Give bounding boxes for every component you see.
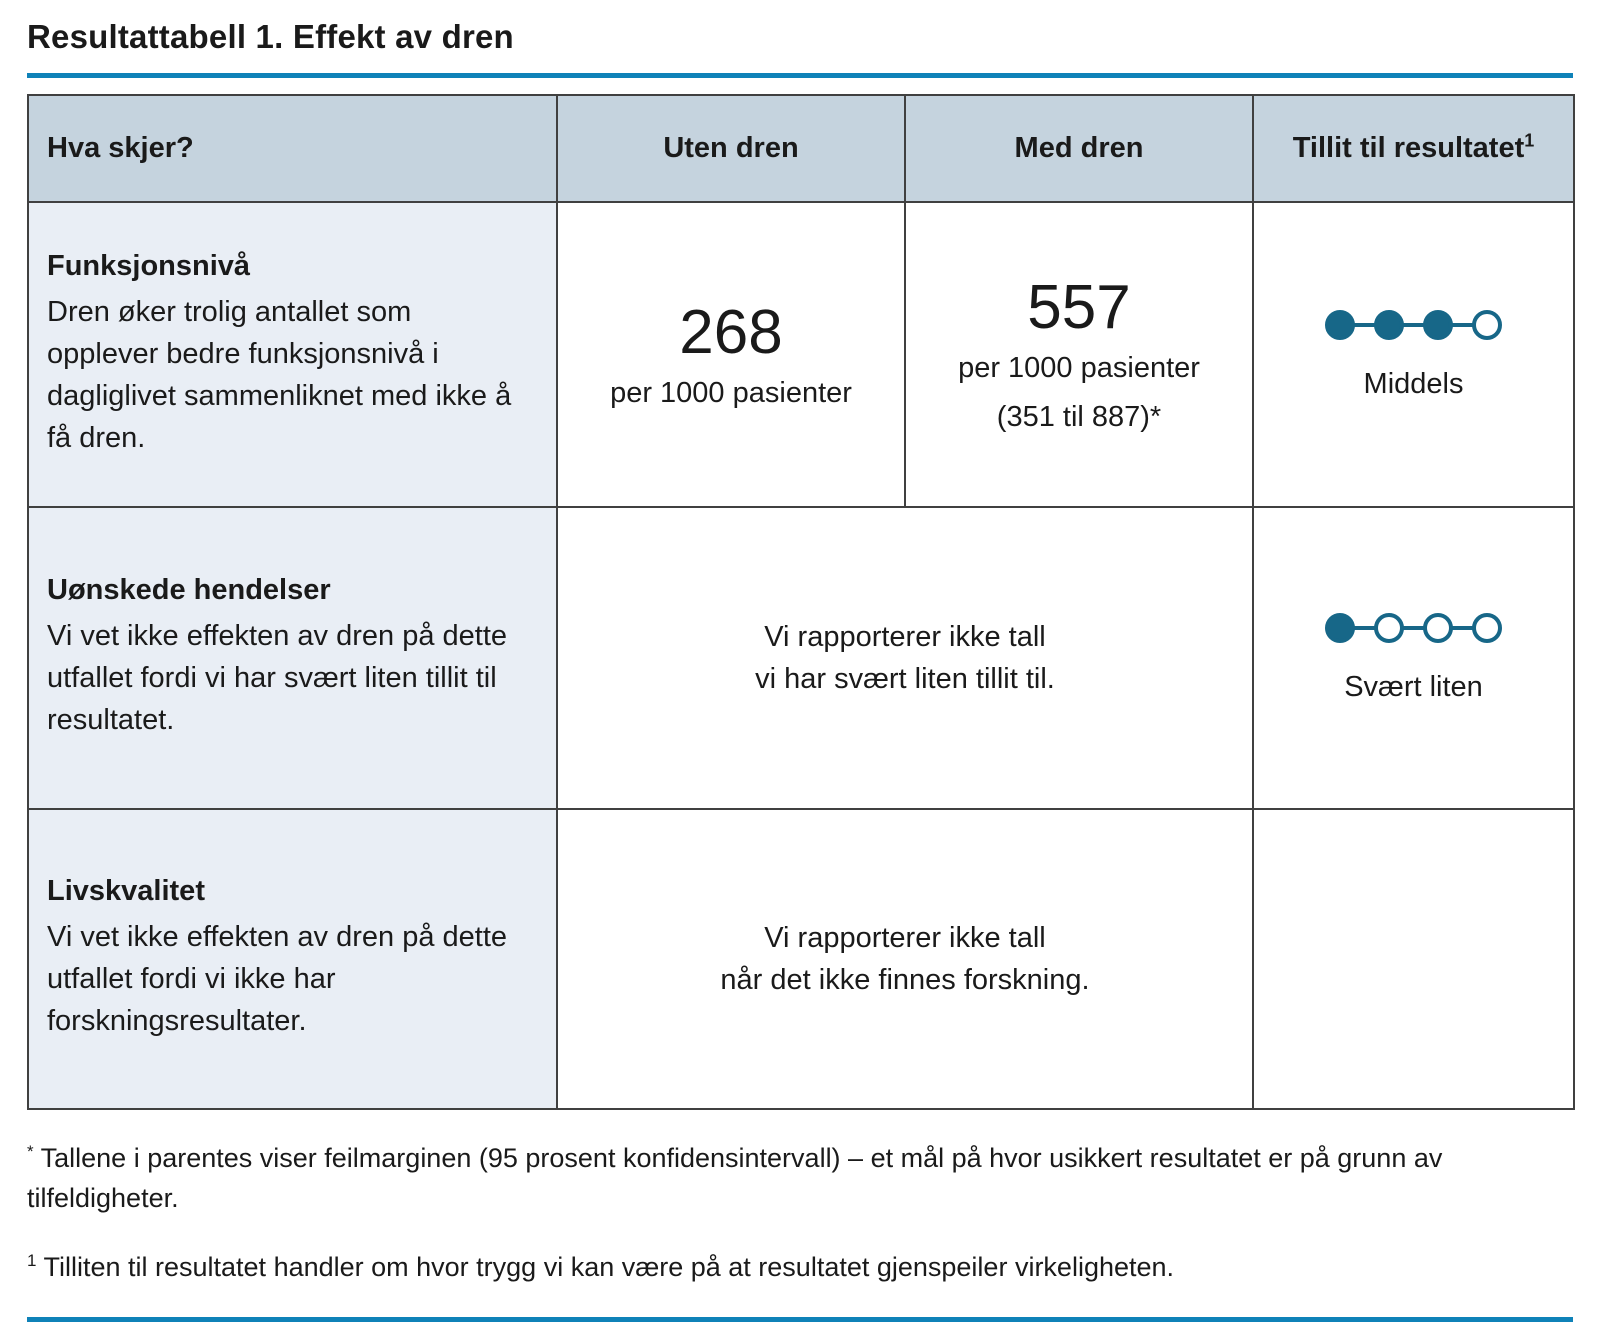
without-drain-value: 268 [679, 297, 783, 367]
with-drain-confidence-interval: (351 til 887)* [996, 401, 1162, 434]
outcome-cell-livskvalitet: Livskvalitet Vi vet ikke effekten av dre… [27, 807, 558, 1110]
confidence-level-label: Svært liten [1344, 671, 1483, 704]
confidence-dots-3-of-4-icon [1254, 308, 1573, 342]
no-numbers-note-cell: Vi rapporterer ikke tall vi har svært li… [556, 505, 1254, 810]
header-row: Hva skjer? Uten dren Med dren Tillit til… [27, 93, 1575, 203]
header-without-drain: Uten dren [556, 93, 906, 203]
outcome-description: Vi vet ikke effekten av dren på dette ut… [47, 620, 508, 737]
footnote-asterisk: * Tallene i parentes viser feilmarginen … [27, 1138, 1573, 1219]
footnote-one: 1 Tilliten til resultatet handler om hvo… [27, 1247, 1573, 1288]
confidence-cell-funksjonsniva: Middels [1252, 200, 1575, 508]
header-outcome: Hva skjer? [27, 93, 558, 203]
outcome-title: Uønskede hendelser [47, 574, 331, 607]
header-confidence: Tillit til resultatet1 [1252, 93, 1575, 203]
outcome-cell-uonskede-hendelser: Uønskede hendelser Vi vet ikke effekten … [27, 505, 558, 810]
confidence-cell-uonskede-hendelser: Svært liten [1252, 505, 1575, 810]
outcome-title: Livskvalitet [47, 875, 205, 908]
page-title-label: Resultattabell 1. [27, 18, 284, 55]
outcome-cell-funksjonsniva: Funksjonsnivå Dren øker trolig antallet … [27, 200, 558, 508]
outcome-description: Vi vet ikke effekten av dren på dette ut… [47, 921, 508, 1038]
without-drain-unit: per 1000 pasienter [610, 376, 852, 409]
footnote-asterisk-text: Tallene i parentes viser feilmarginen (9… [27, 1142, 1443, 1214]
header-confidence-label: Tillit til resultatet [1292, 131, 1525, 164]
table-row-livskvalitet: Livskvalitet Vi vet ikke effekten av dre… [27, 807, 1575, 1110]
outcome-title: Funksjonsnivå [47, 249, 251, 282]
confidence-level-label: Middels [1363, 367, 1464, 400]
top-divider-rule [27, 72, 1573, 78]
no-numbers-note: Vi rapporterer ikke tall vi har svært li… [755, 620, 1055, 695]
with-drain-value: 557 [1027, 273, 1131, 343]
table-row-uonskede-hendelser: Uønskede hendelser Vi vet ikke effekten … [27, 505, 1575, 810]
confidence-cell-empty [1252, 807, 1575, 1110]
with-drain-value-cell: 557 per 1000 pasienter (351 til 887)* [904, 200, 1254, 508]
results-table-header: Hva skjer? Uten dren Med dren Tillit til… [27, 93, 1575, 203]
page-title-subtitle: Effekt av dren [283, 18, 514, 55]
page-title: Resultattabell 1. Effekt av dren [27, 16, 1573, 59]
outcome-description: Dren øker trolig antallet som opplever b… [47, 295, 512, 454]
without-drain-value-cell: 268 per 1000 pasienter [556, 200, 906, 508]
bottom-divider-rule [27, 1317, 1573, 1322]
header-confidence-footnote-marker: 1 [1524, 130, 1535, 151]
confidence-dots-1-of-4-icon [1254, 611, 1573, 645]
results-table: Hva skjer? Uten dren Med dren Tillit til… [27, 93, 1575, 1110]
footnote-one-text: Tilliten til resultatet handler om hvor … [36, 1251, 1175, 1282]
footnote-asterisk-marker: * [27, 1141, 34, 1161]
no-research-note: Vi rapporterer ikke tall når det ikke fi… [720, 921, 1090, 996]
table-row-funksjonsniva: Funksjonsnivå Dren øker trolig antallet … [27, 200, 1575, 508]
header-with-drain: Med dren [904, 93, 1254, 203]
with-drain-unit: per 1000 pasienter [958, 352, 1200, 385]
no-research-note-cell: Vi rapporterer ikke tall når det ikke fi… [556, 807, 1254, 1110]
footnote-one-marker: 1 [27, 1250, 37, 1270]
